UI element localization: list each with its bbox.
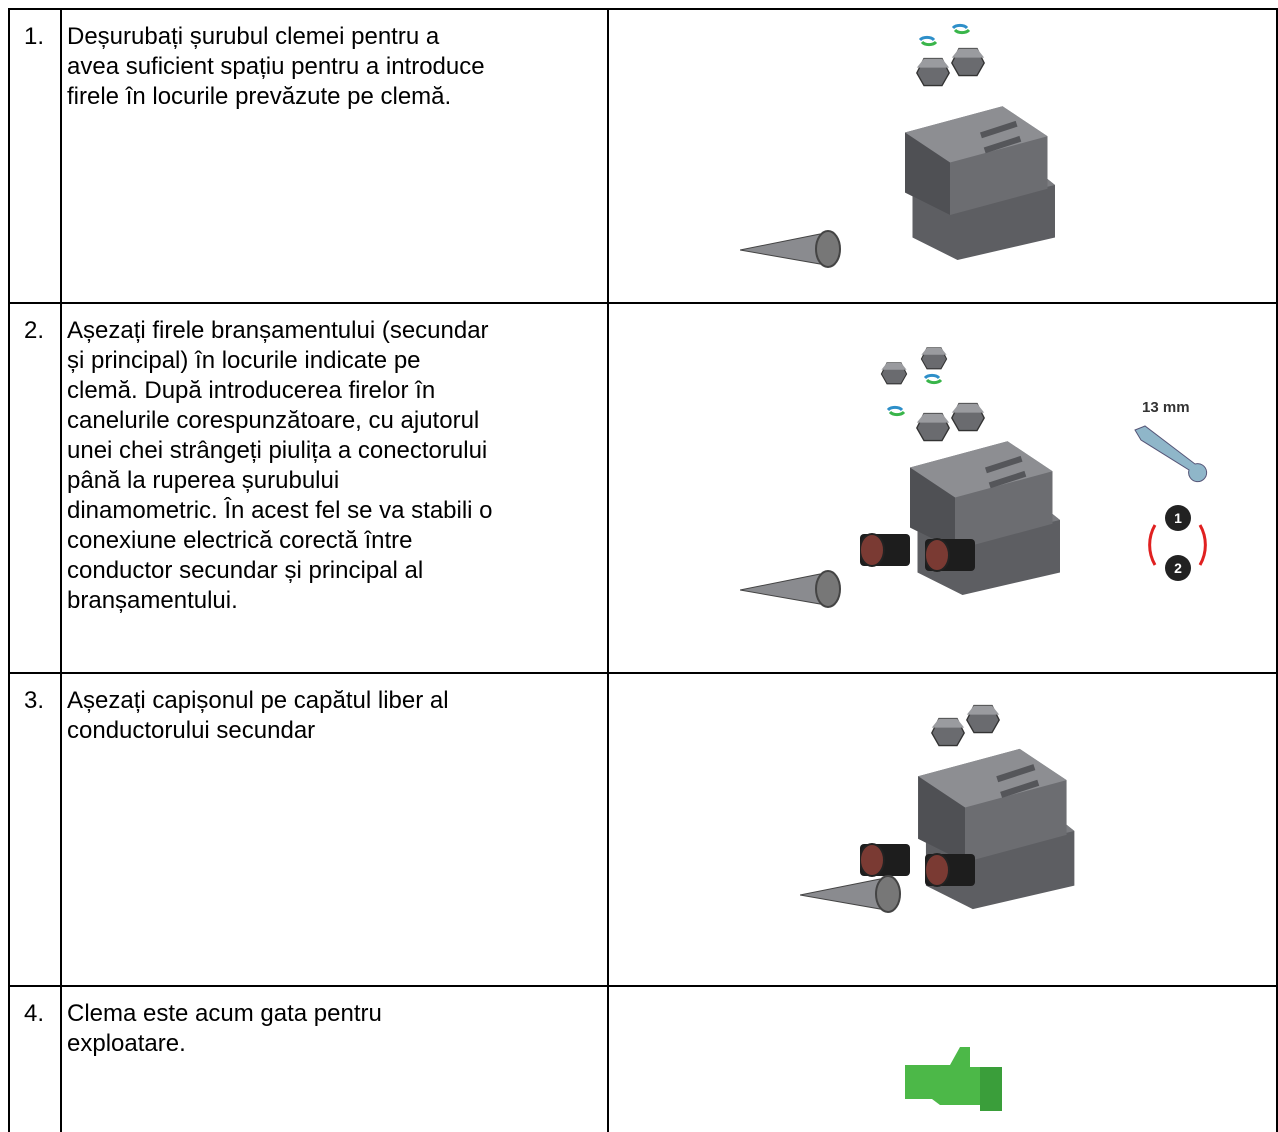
- rotate-arrow: [920, 40, 938, 47]
- nut-shape: [951, 47, 985, 77]
- rotate-arrow: [923, 373, 941, 380]
- nut-shape: [916, 57, 950, 87]
- text-line: conexiune electrică corectă între: [67, 527, 413, 554]
- step-text-cell: Clema este acum gata pentru exploatare.: [60, 985, 607, 1132]
- step-text-cell: Așezați capișonul pe capătul liber al con…: [60, 672, 607, 985]
- cable-shape: [860, 533, 911, 567]
- tool-label: 13 mm: [1142, 399, 1190, 416]
- step-icon: [1165, 555, 1191, 581]
- rotate-arrow: [953, 28, 971, 35]
- step-image-cell: [607, 8, 1278, 302]
- step-icon: [1165, 505, 1191, 531]
- cycle-arrow: [1198, 524, 1207, 566]
- text-line: canelurile corespunzătoare, cu ajutorul: [67, 407, 480, 434]
- cycle-arrow: [1148, 524, 1157, 566]
- rotate-arrow: [886, 405, 904, 412]
- step-image-cell: [607, 302, 1278, 672]
- step-text-cell: Deșurubați șurubul clemei pentru a avea s…: [60, 8, 607, 302]
- step-image-cell: [607, 985, 1278, 1132]
- text-line: Așezați capișonul pe capătul liber al: [67, 687, 449, 714]
- step-text-cell: Așezați firele branșamentului (secundar ș…: [60, 302, 607, 672]
- illustration: [740, 23, 1055, 268]
- step-image-cell: [607, 672, 1278, 985]
- text-line: branșamentului.: [67, 587, 238, 614]
- cap-shape: [740, 230, 841, 268]
- cable-shape: [925, 538, 976, 572]
- illustration: [740, 347, 1060, 608]
- nut-shape: [880, 362, 908, 385]
- text-line: firele în locurile prevăzute pe clemă.: [67, 83, 452, 110]
- step-number-cell: 4.: [8, 985, 60, 1132]
- nut-shape: [920, 347, 948, 370]
- text-line: avea suficient spațiu pentru a introduce: [67, 53, 485, 80]
- step-icon-label: 2: [1174, 560, 1182, 576]
- clamp-shape: [910, 441, 1060, 595]
- step-number: 4.: [24, 1000, 45, 1027]
- cap-shape: [800, 875, 901, 913]
- cap-shape: [740, 570, 841, 608]
- text-line: unei chei strângeți piulița a conectorul…: [67, 437, 488, 464]
- thumbs-up: [905, 1047, 1000, 1105]
- cable-shape: [860, 843, 911, 877]
- step-number-cell: 3.: [8, 672, 60, 985]
- step-number: 3.: [24, 687, 45, 714]
- text-line: clemă. După introducerea firelor în: [67, 377, 436, 404]
- thumb-cuff: [980, 1067, 1002, 1111]
- cable-shape: [925, 853, 976, 887]
- text-line: conductorului secundar: [67, 717, 316, 744]
- text-line: Deșurubați șurubul clemei pentru a: [67, 23, 440, 50]
- rotate-arrow: [888, 410, 906, 417]
- wrench: [1134, 425, 1208, 483]
- text-line: conductor secundar și principal al: [67, 557, 424, 584]
- text-line: dinamometric. În acest fel se va stabili…: [67, 497, 493, 524]
- illustration: [905, 1047, 1002, 1111]
- clamp-shape: [905, 106, 1055, 260]
- step-icon-label: 1: [1174, 510, 1182, 526]
- step-number-cell: 2.: [8, 302, 60, 672]
- step-number-cell: 1.: [8, 8, 60, 302]
- text-line: și principal) în locurile indicate pe: [67, 347, 421, 374]
- nut-shape: [931, 717, 965, 747]
- rotate-arrow: [925, 378, 943, 385]
- illustration: [800, 704, 1075, 913]
- nut-shape: [916, 412, 950, 442]
- nut-shape: [966, 704, 1000, 734]
- text-line: Așezați firele branșamentului (secundar: [67, 317, 489, 344]
- rotate-arrow: [951, 23, 969, 30]
- text-line: Clema este acum gata pentru: [67, 1000, 382, 1027]
- text-line: exploatare.: [67, 1030, 186, 1057]
- nut-shape: [951, 402, 985, 432]
- rotate-arrow: [918, 35, 936, 42]
- illustration: 13 mm 1 2: [1134, 399, 1208, 581]
- step-number: 2.: [24, 317, 45, 344]
- text-line: până la ruperea șurubului: [67, 467, 340, 494]
- step-number: 1.: [24, 23, 45, 50]
